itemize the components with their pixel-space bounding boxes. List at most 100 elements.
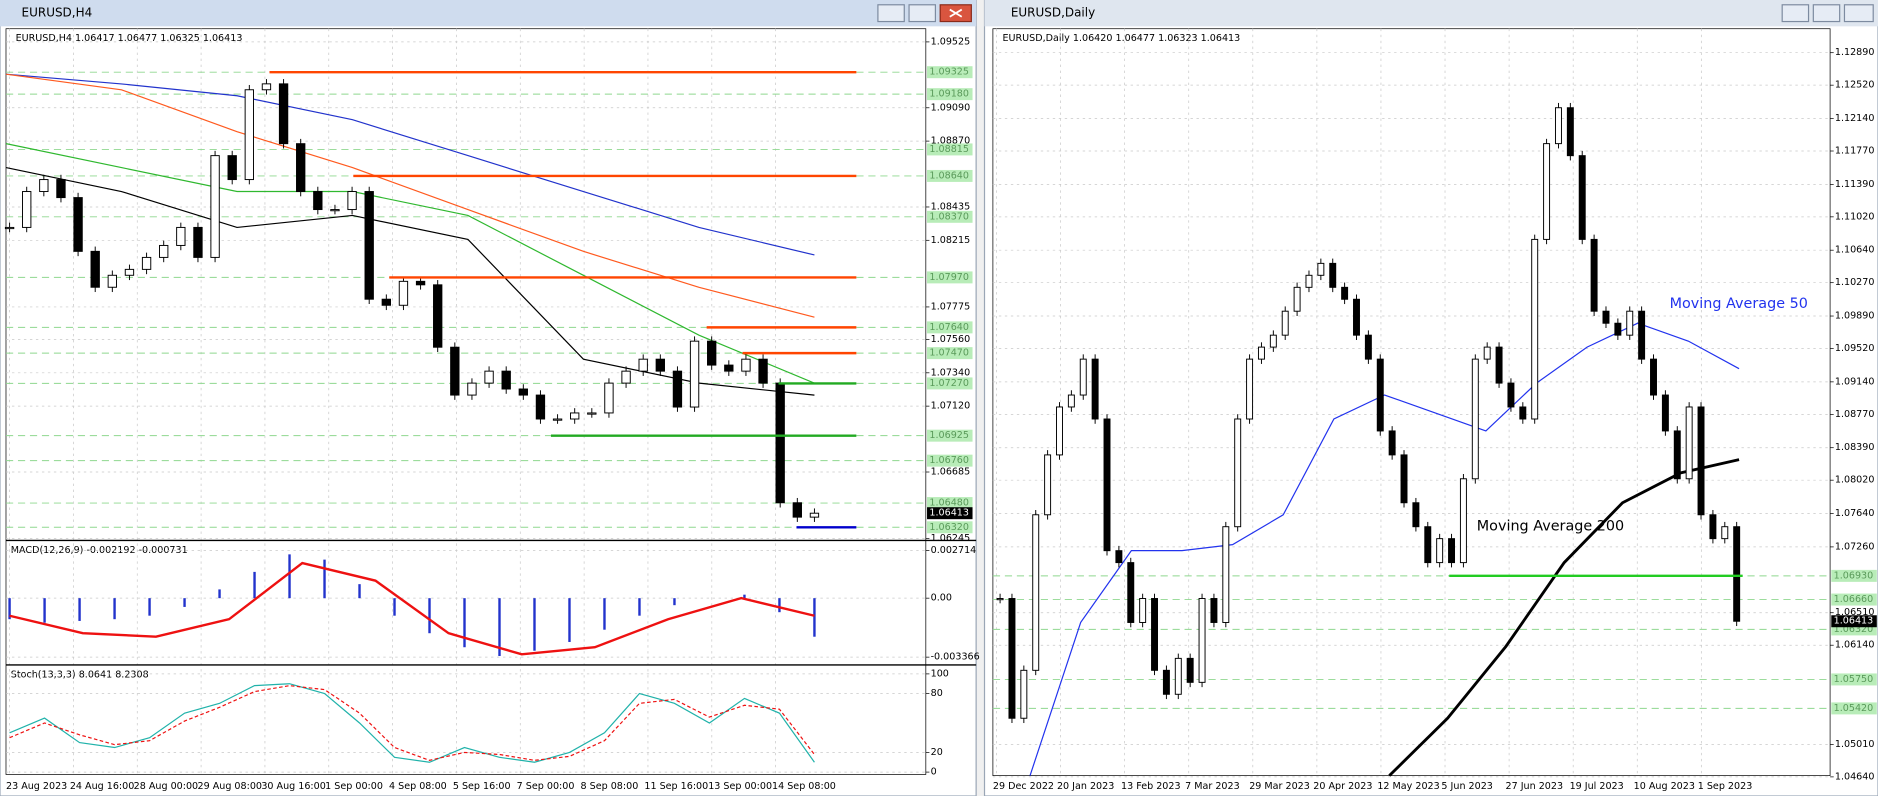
date-label: 10 Aug 2023: [1634, 781, 1695, 792]
panel-tick-label: 0: [931, 767, 937, 778]
candle: [1424, 526, 1432, 564]
candle: [1507, 382, 1515, 408]
candle: [1091, 358, 1099, 420]
candle: [587, 412, 597, 415]
date-label: 4 Sep 08:00: [389, 781, 447, 792]
signal-line: [9, 561, 815, 656]
candle: [1257, 346, 1265, 360]
candle: [1697, 406, 1705, 516]
close-button[interactable]: [1843, 4, 1874, 23]
candle: [193, 226, 203, 258]
candle: [1578, 155, 1586, 240]
level-label-bg: [927, 321, 973, 334]
price-label: 1.07340: [931, 367, 971, 378]
level-label: 1.06930: [1834, 570, 1874, 581]
candle: [1650, 358, 1657, 396]
date-label: 28 Aug 00:00: [134, 781, 199, 792]
level-label-bg: [1831, 593, 1877, 606]
price-label: 1.09520: [1835, 343, 1875, 354]
candle: [484, 370, 494, 384]
chart-header: EURUSD,Daily 1.06420 1.06477 1.06323 1.0…: [1002, 33, 1240, 44]
candle: [4, 226, 15, 230]
date-label: 12 May 2023: [1377, 781, 1439, 792]
date-label: 8 Sep 08:00: [581, 781, 639, 792]
candle: [1733, 526, 1741, 622]
level-label: 1.07640: [929, 322, 969, 333]
price-label: 1.06685: [931, 467, 971, 478]
level-label: 1.06660: [1834, 594, 1874, 605]
candle: [1412, 502, 1420, 528]
panel-tick-label: 80: [931, 688, 943, 699]
price-label: 1.09140: [1835, 376, 1875, 387]
price-label: 1.08020: [1835, 475, 1875, 486]
candle: [1459, 478, 1467, 564]
candle: [552, 418, 563, 421]
candle: [1448, 538, 1456, 564]
date-label: 29 Mar 2023: [1249, 781, 1310, 792]
level-label-bg: [927, 377, 973, 390]
price-label: 1.04640: [1835, 771, 1875, 782]
maximize-button[interactable]: [1812, 4, 1841, 23]
price-label: 1.07560: [931, 334, 971, 345]
candle: [1305, 274, 1313, 288]
panel-tick-label: 20: [931, 747, 943, 758]
level-label: 1.08640: [929, 170, 969, 181]
candle: [1626, 310, 1634, 336]
price-label: 1.11770: [1835, 146, 1875, 157]
date-label: 30 Aug 16:00: [261, 781, 326, 792]
current-price-bg: [927, 507, 973, 520]
date-label: 20 Jan 2023: [1057, 781, 1114, 792]
current-price: 1.06413: [929, 508, 969, 519]
candle: [1151, 598, 1159, 671]
moving-average: [5, 73, 815, 318]
price-label: 1.10270: [1835, 277, 1875, 288]
level-label: 1.07470: [929, 348, 969, 359]
price-label: 1.07120: [931, 401, 971, 412]
candle: [1115, 550, 1123, 564]
candle: [227, 155, 237, 181]
candle: [1364, 334, 1372, 360]
maximize-button[interactable]: [908, 4, 937, 23]
level-label-bg: [927, 210, 973, 223]
candle: [809, 512, 820, 518]
candle: [707, 340, 717, 366]
candle: [672, 370, 683, 408]
candle: [176, 226, 186, 246]
date-label: 1 Sep 2023: [1698, 781, 1753, 792]
annotation: Moving Average 50: [1670, 296, 1808, 312]
title-bar: [984, 0, 1878, 27]
candle: [1638, 310, 1646, 360]
minimize-button[interactable]: [877, 4, 905, 23]
price-label: 1.08870: [931, 136, 971, 147]
candle: [1709, 514, 1717, 540]
candle: [758, 358, 768, 384]
window-title: EURUSD,Daily: [1011, 6, 1095, 20]
candle: [1483, 346, 1491, 360]
date-label: 13 Sep 00:00: [708, 781, 772, 792]
price-label: 1.08215: [931, 235, 971, 246]
candle: [518, 388, 528, 396]
candle: [141, 256, 152, 270]
candle: [1400, 454, 1408, 504]
date-label: 7 Sep 00:00: [517, 781, 575, 792]
level-label: 1.09180: [929, 89, 969, 100]
chart-header: EURUSD,H4 1.06417 1.06477 1.06325 1.0641…: [16, 33, 243, 44]
candle: [1127, 562, 1135, 623]
price-label: 1.12520: [1835, 80, 1875, 91]
candle: [570, 412, 580, 420]
plot-area: [5, 28, 927, 775]
plot-area: [992, 28, 1831, 777]
candle: [296, 143, 306, 193]
candle: [450, 346, 460, 396]
price-label: 1.11020: [1835, 211, 1875, 222]
date-label: 29 Aug 08:00: [198, 781, 263, 792]
minimize-button[interactable]: [1781, 4, 1810, 23]
candle: [381, 298, 391, 306]
candle: [655, 358, 665, 372]
level-label-bg: [927, 521, 973, 534]
level-label-bg: [927, 347, 973, 360]
candle: [1685, 406, 1693, 480]
candle: [1293, 286, 1301, 312]
candle: [261, 83, 272, 91]
